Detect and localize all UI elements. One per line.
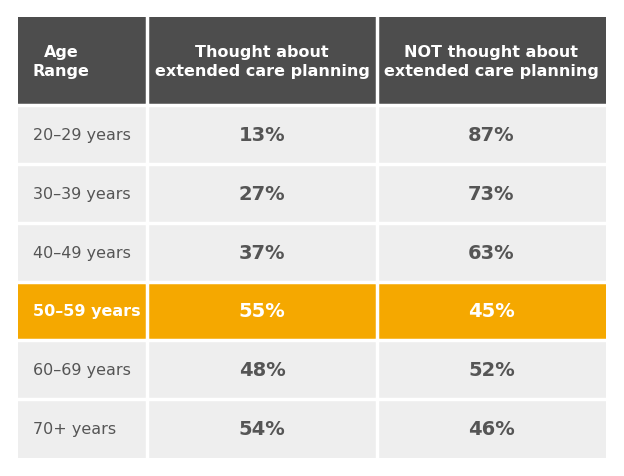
Bar	[147, 18, 377, 106]
Bar	[377, 282, 606, 341]
Text: 45%: 45%	[468, 302, 515, 321]
Text: 27%: 27%	[239, 184, 285, 203]
Bar	[377, 165, 606, 223]
Bar	[147, 223, 377, 282]
Text: 73%: 73%	[468, 184, 515, 203]
Bar	[18, 165, 147, 223]
Text: 54%: 54%	[238, 419, 285, 438]
Bar	[147, 106, 377, 165]
Text: 48%: 48%	[238, 360, 285, 379]
Bar	[18, 341, 147, 399]
Bar	[18, 399, 147, 458]
Bar	[147, 282, 377, 341]
Text: 63%: 63%	[468, 243, 515, 262]
Text: 52%: 52%	[468, 360, 515, 379]
Bar	[377, 399, 606, 458]
Bar	[147, 399, 377, 458]
Text: 20–29 years: 20–29 years	[33, 128, 131, 143]
Bar	[147, 165, 377, 223]
Text: Age
Range: Age Range	[33, 45, 90, 79]
Text: NOT thought about
extended care planning: NOT thought about extended care planning	[384, 45, 599, 79]
Text: 13%: 13%	[239, 126, 285, 145]
Bar	[377, 341, 606, 399]
Text: Thought about
extended care planning: Thought about extended care planning	[155, 45, 369, 79]
Bar	[18, 223, 147, 282]
Bar	[377, 106, 606, 165]
Bar	[18, 18, 147, 106]
Text: 60–69 years: 60–69 years	[33, 363, 131, 377]
Text: 55%: 55%	[238, 302, 285, 321]
Text: 50–59 years: 50–59 years	[33, 304, 140, 319]
Bar	[18, 282, 147, 341]
Text: 40–49 years: 40–49 years	[33, 245, 131, 260]
Text: 87%: 87%	[468, 126, 515, 145]
Text: 30–39 years: 30–39 years	[33, 187, 130, 201]
Bar	[18, 106, 147, 165]
Text: 70+ years: 70+ years	[33, 421, 116, 436]
Bar	[377, 223, 606, 282]
Bar	[377, 18, 606, 106]
Text: 37%: 37%	[239, 243, 285, 262]
Bar	[147, 341, 377, 399]
Text: 46%: 46%	[468, 419, 515, 438]
